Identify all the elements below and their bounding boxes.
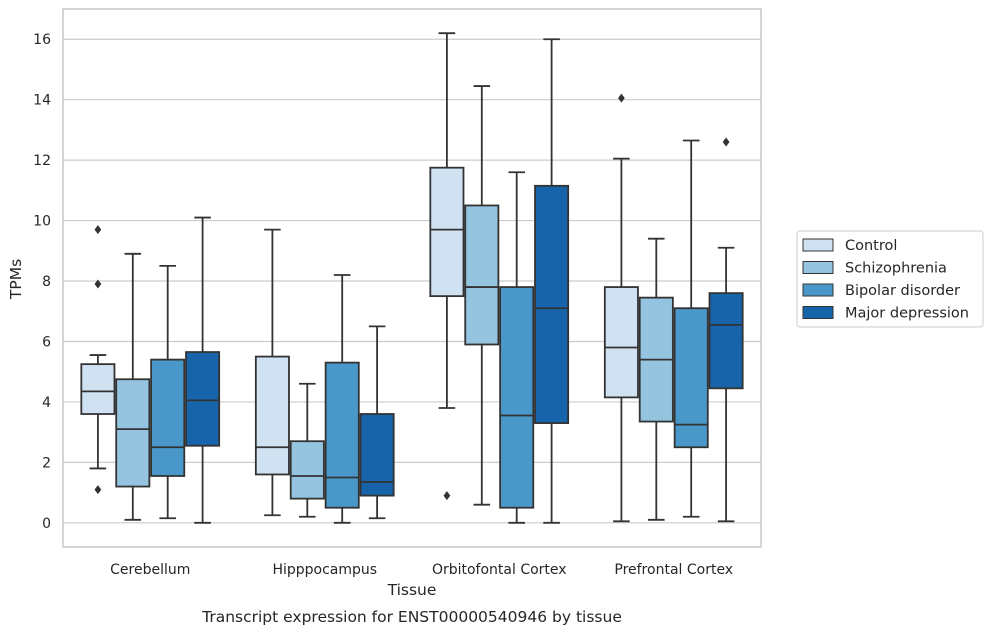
box-control <box>429 32 465 501</box>
legend-label: Major depression <box>845 306 969 322</box>
y-tick-label: 10 <box>33 214 51 230</box>
plot-frame <box>62 8 762 548</box>
legend-swatch <box>802 306 834 319</box>
box-iqr <box>464 204 500 346</box>
box-iqr <box>185 351 221 447</box>
box-iqr <box>80 363 116 415</box>
legend-label: Control <box>845 238 897 254</box>
box-major-depression <box>185 216 221 524</box>
boxes <box>80 32 744 524</box>
x-tick-label: Hipppocampus <box>272 562 377 578</box>
y-tick-label: 16 <box>33 32 51 48</box>
box-bipolar-disorder <box>499 171 535 524</box>
figure-caption: Transcript expression for ENST0000054094… <box>201 608 622 626</box>
y-tick-label: 8 <box>42 274 51 290</box>
box-iqr <box>499 286 535 509</box>
box-bipolar-disorder <box>150 265 186 520</box>
box-schizophrenia <box>464 85 500 506</box>
legend-swatch <box>802 238 834 252</box>
box-control <box>603 93 639 523</box>
box-iqr <box>603 286 639 399</box>
legend: Control Schizophrenia Bipolar disorder Majo… <box>796 230 984 328</box>
box-control <box>254 228 290 517</box>
outlier-point <box>94 485 102 495</box>
y-tick-label: 6 <box>42 334 51 350</box>
box-major-depression <box>708 137 744 523</box>
box-bipolar-disorder <box>324 274 360 524</box>
x-tick-label: Prefrontal Cortex <box>614 562 733 578</box>
legend-label: Bipolar disorder <box>845 283 960 299</box>
box-iqr <box>359 413 395 497</box>
x-tick-label: Orbitofontal Cortex <box>432 562 567 578</box>
y-tick-label: 2 <box>42 455 51 471</box>
box-iqr <box>673 307 709 449</box>
box-major-depression <box>359 325 395 520</box>
x-axis-label: Tissue <box>387 581 437 599</box>
box-bipolar-disorder <box>673 139 709 518</box>
legend-swatch <box>802 283 834 297</box>
y-tick-labels: 0 2 4 6 8 10 12 14 16 <box>33 32 51 532</box>
x-tick-labels: Cerebellum Hipppocampus Orbitofontal Corte… <box>110 562 733 578</box>
box-iqr <box>289 440 325 500</box>
legend-swatch <box>802 261 834 274</box>
box-iqr <box>324 361 360 509</box>
box-schizophrenia <box>289 382 325 518</box>
box-iqr <box>150 358 186 477</box>
legend-label: Schizophrenia <box>845 261 947 277</box>
box-iqr <box>708 292 744 390</box>
y-tick-label: 4 <box>42 395 51 411</box>
box-schizophrenia <box>638 237 674 521</box>
outlier-point <box>94 279 102 289</box>
box-iqr <box>115 378 151 488</box>
box-major-depression <box>534 38 570 524</box>
outlier-point <box>94 225 102 235</box>
box-iqr <box>534 184 570 424</box>
outlier-point <box>443 491 451 501</box>
y-tick-label: 0 <box>42 516 51 532</box>
y-axis-label: TPMs <box>7 259 25 300</box>
box-iqr <box>429 166 465 298</box>
y-tick-label: 14 <box>33 93 51 109</box>
box-iqr <box>254 355 290 476</box>
outlier-point <box>722 137 730 147</box>
y-tick-label: 12 <box>33 153 51 169</box>
box-schizophrenia <box>115 252 151 521</box>
x-tick-label: Cerebellum <box>110 562 190 578</box>
box-control <box>80 225 116 495</box>
outlier-point <box>618 93 625 103</box>
legend-frame <box>796 230 984 328</box>
